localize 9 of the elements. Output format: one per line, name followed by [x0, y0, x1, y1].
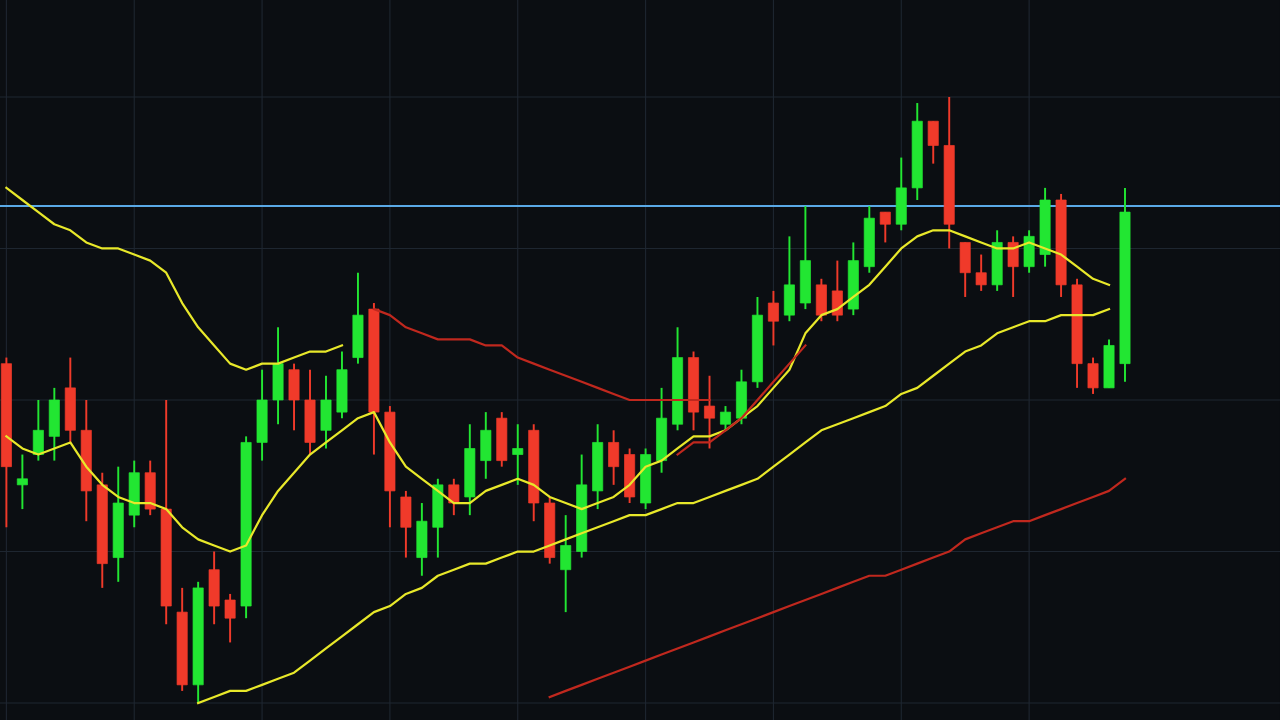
candlestick — [16, 453, 28, 511]
candlestick — [879, 211, 891, 244]
candlestick — [512, 423, 524, 486]
candlestick — [224, 592, 236, 644]
candlestick — [767, 289, 779, 347]
candlestick — [704, 374, 715, 450]
candlestick — [448, 477, 460, 517]
candlestick — [720, 405, 731, 432]
candlestick — [975, 253, 987, 292]
